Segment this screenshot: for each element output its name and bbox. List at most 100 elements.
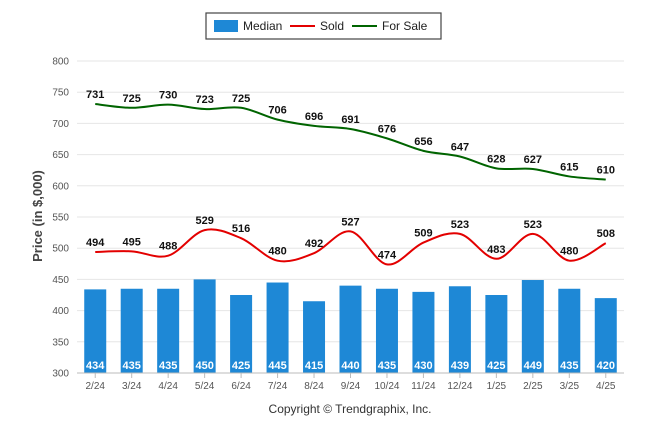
sold-data-label: 523 — [451, 219, 469, 231]
median-bar — [521, 280, 544, 373]
median-bar-label: 435 — [378, 360, 396, 372]
sold-data-label: 523 — [524, 219, 542, 231]
x-tick-label: 5/24 — [195, 381, 215, 392]
median-bar — [339, 285, 362, 373]
sold-data-label: 516 — [232, 223, 250, 235]
x-tick-label: 2/25 — [523, 381, 543, 392]
sold-data-label: 509 — [414, 228, 432, 240]
x-tick-label: 1/25 — [487, 381, 507, 392]
median-bar — [558, 288, 581, 373]
legend: Median Sold For Sale — [205, 12, 442, 40]
for-sale-data-label: 691 — [341, 114, 359, 126]
for-sale-data-label: 725 — [232, 93, 250, 105]
median-bar-label: 449 — [524, 360, 542, 372]
median-bar-label: 439 — [451, 360, 469, 372]
median-bar — [120, 288, 143, 373]
median-bar — [448, 286, 471, 373]
y-tick-label: 300 — [52, 369, 69, 380]
sold-data-label: 495 — [123, 236, 141, 248]
median-bar — [157, 288, 180, 373]
x-tick-label: 7/24 — [268, 381, 288, 392]
median-bar — [594, 298, 617, 373]
for-sale-data-label: 723 — [195, 94, 213, 106]
median-bar-label: 445 — [268, 360, 286, 372]
sold-data-label: 494 — [86, 237, 105, 249]
median-bar-label: 450 — [195, 360, 213, 372]
for-sale-data-label: 628 — [487, 153, 505, 165]
y-tick-label: 550 — [52, 213, 69, 224]
median-bar-label: 434 — [86, 360, 105, 372]
for-sale-data-label: 731 — [86, 89, 104, 101]
median-bar-label: 435 — [123, 360, 141, 372]
sold-data-label: 480 — [560, 246, 578, 258]
for-sale-line — [95, 103, 606, 181]
for-sale-data-label: 610 — [597, 165, 615, 177]
for-sale-data-label: 696 — [305, 111, 323, 123]
legend-median-label: Median — [243, 19, 282, 33]
y-tick-label: 600 — [52, 181, 69, 192]
median-bar — [230, 295, 253, 373]
sold-data-label: 480 — [268, 246, 286, 258]
for-sale-data-label: 706 — [268, 105, 286, 117]
x-tick-label: 9/24 — [341, 381, 361, 392]
y-tick-label: 450 — [52, 275, 69, 286]
legend-forsale-label: For Sale — [382, 19, 428, 33]
x-tick-label: 8/24 — [304, 381, 324, 392]
sold-data-label: 483 — [487, 244, 505, 256]
median-bar — [193, 279, 216, 373]
for-sale-data-label: 725 — [123, 93, 141, 105]
y-tick-label: 750 — [52, 88, 69, 99]
median-bar — [485, 295, 508, 373]
sold-data-label: 529 — [195, 215, 213, 227]
median-bar — [412, 291, 435, 373]
x-tick-label: 11/24 — [411, 381, 436, 392]
y-tick-label: 400 — [52, 306, 69, 317]
for-sale-data-label: 656 — [414, 136, 432, 148]
median-bar — [375, 288, 398, 373]
sold-data-label: 488 — [159, 241, 177, 253]
for-sale-data-label: 627 — [524, 154, 542, 166]
y-tick-label: 500 — [52, 244, 69, 255]
x-tick-label: 2/24 — [85, 381, 105, 392]
sold-data-label: 474 — [378, 249, 397, 261]
legend-box — [205, 12, 442, 40]
median-bar-label: 425 — [487, 360, 505, 372]
y-tick-label: 350 — [52, 337, 69, 348]
median-bar-label: 435 — [159, 360, 177, 372]
x-tick-label: 4/24 — [158, 381, 178, 392]
data-labels: 434 435 435 450 425 445 415 440 435 430 439 425 449 4… — [86, 89, 615, 372]
lines — [95, 103, 607, 266]
copyright-credit: Copyright © Trendgraphix, Inc. — [269, 402, 432, 416]
median-bar — [303, 301, 326, 373]
median-bar — [266, 282, 289, 373]
median-bar-label: 435 — [560, 360, 578, 372]
median-bar-label: 415 — [305, 360, 323, 372]
legend-sold-label: Sold — [320, 19, 344, 33]
legend-median-swatch — [214, 20, 238, 32]
y-tick-label: 650 — [52, 150, 69, 161]
y-axis-title: Price (in $,000) — [30, 170, 45, 262]
median-bar — [84, 289, 107, 373]
median-bar-label: 430 — [414, 360, 432, 372]
sold-data-label: 508 — [597, 228, 615, 240]
x-tick-label: 12/24 — [447, 381, 472, 392]
for-sale-data-label: 647 — [451, 141, 469, 153]
x-tick-label: 10/24 — [374, 381, 399, 392]
median-bar-label: 420 — [597, 360, 615, 372]
for-sale-data-label: 676 — [378, 123, 396, 135]
sold-data-label: 492 — [305, 238, 323, 250]
for-sale-data-label: 615 — [560, 161, 578, 173]
x-tick-label: 6/24 — [231, 381, 251, 392]
median-bar-label: 440 — [341, 360, 359, 372]
median-bars — [84, 279, 617, 373]
sold-data-label: 527 — [341, 216, 359, 228]
median-bar-label: 425 — [232, 360, 250, 372]
for-sale-data-label: 730 — [159, 90, 177, 102]
x-tick-label: 4/25 — [596, 381, 616, 392]
axes: 300 350 400 450 500 550 600 650 700 750 800 2/24 3/2… — [52, 57, 624, 392]
x-tick-label: 3/25 — [560, 381, 580, 392]
y-tick-label: 800 — [52, 57, 69, 68]
x-tick-label: 3/24 — [122, 381, 142, 392]
